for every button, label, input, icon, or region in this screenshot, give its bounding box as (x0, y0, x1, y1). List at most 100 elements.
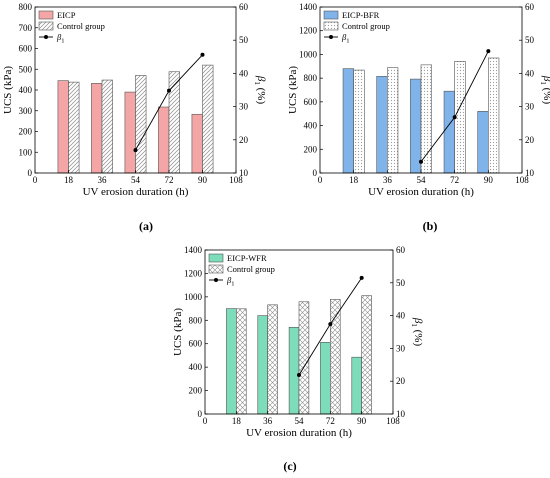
y-axis-label: UCS (kPa) (287, 66, 299, 114)
y2-axis-label: β1 (%) (539, 75, 550, 105)
bar-treatment-90h (351, 356, 362, 415)
y-tick-label: 400 (189, 362, 203, 372)
bar-control-90h (361, 295, 372, 415)
beta-point-54h (419, 159, 423, 164)
y2-tick-label: 20 (525, 135, 535, 145)
y2-tick-label: 10 (525, 168, 535, 178)
y-tick-label: 1000 (299, 49, 318, 59)
bar-treatment-72h (320, 342, 331, 415)
beta-point-72h (167, 88, 171, 93)
bar-treatment-72h (158, 106, 170, 174)
bar-control-18h (236, 308, 247, 415)
y2-tick-label: 10 (239, 168, 249, 178)
legend-beta-symbol: β (56, 32, 62, 42)
bar-treatment-36h (257, 315, 268, 415)
legend-beta-subscript: 1 (231, 281, 234, 288)
legend-label-beta: β1 (226, 275, 234, 288)
legend-label-treatment: EICP-BFR (342, 10, 380, 20)
bar-control-72h (168, 71, 180, 174)
bar-treatment-54h (124, 91, 136, 174)
beta-point-72h (452, 115, 457, 120)
x-tick-label: 18 (349, 175, 359, 185)
legend-marker-beta (44, 35, 48, 39)
beta-point-90h (486, 49, 491, 54)
bar-treatment-36h (376, 76, 388, 174)
y-tick-label: 100 (19, 147, 33, 157)
panel-label: (a) (139, 219, 153, 233)
y-tick-label: 0 (198, 409, 203, 419)
y2-axis-label-unit: (%) (412, 327, 424, 347)
bar-control-36h (267, 304, 278, 415)
y2-tick-label: 40 (239, 68, 249, 78)
bar-control-54h (420, 64, 432, 174)
y2-tick-label: 50 (396, 278, 406, 288)
y-tick-label: 700 (19, 23, 33, 33)
beta-point-54h (297, 372, 301, 377)
legend-marker-beta (214, 278, 218, 282)
bar-control-54h (298, 301, 310, 415)
x-tick-label: 54 (417, 175, 427, 185)
bar-treatment-18h (226, 308, 237, 415)
bar-treatment-90h (191, 113, 203, 174)
legend-beta-subscript: 1 (346, 38, 349, 45)
x-tick-label: 72 (326, 416, 335, 426)
y2-axis-label-symbol: β (255, 75, 267, 82)
y2-tick-label: 20 (239, 135, 249, 145)
y2-tick-label: 30 (239, 102, 249, 112)
y2-axis-label-unit: (%) (541, 85, 550, 105)
chart-panel-1: 0 18 36 54 72 90 108 0 100 200 300 400 500 600 700 800 1… (2, 2, 267, 233)
y-tick-label: 200 (189, 386, 203, 396)
x-tick-label: 18 (64, 175, 74, 185)
legend-swatch-control (323, 21, 339, 31)
y-axis-label: UCS (kPa) (172, 308, 184, 356)
bar-control-36h (101, 79, 113, 174)
x-tick-label: 54 (295, 416, 305, 426)
bar-control-90h (202, 64, 214, 174)
x-tick-label: 90 (484, 175, 494, 185)
y2-axis-label: β1 (%) (253, 75, 267, 105)
x-tick-label: 36 (98, 175, 108, 185)
beta-point-90h (359, 275, 364, 280)
y2-tick-label: 60 (239, 2, 249, 12)
legend-label-treatment: EICP-WFR (227, 253, 267, 263)
legend-beta-symbol: β (341, 32, 347, 42)
x-tick-label: 90 (198, 175, 208, 185)
legend-swatch-control (208, 264, 224, 274)
y-tick-label: 0 (313, 168, 318, 178)
y2-axis-label-subscript: 1 (253, 81, 261, 85)
x-tick-label: 0 (33, 175, 38, 185)
y-tick-label: 400 (19, 85, 33, 95)
y-tick-label: 800 (189, 315, 203, 325)
bar-control-54h (135, 75, 147, 174)
y2-tick-label: 10 (396, 409, 406, 419)
legend-beta-symbol: β (226, 275, 232, 285)
y-tick-label: 600 (19, 44, 33, 54)
legend-label-treatment: EICP (57, 10, 76, 20)
x-axis-label: UV erosion duration (h) (83, 186, 189, 198)
y-tick-label: 600 (189, 339, 203, 349)
y2-tick-label: 60 (396, 245, 406, 255)
x-tick-label: 72 (450, 175, 459, 185)
y-tick-label: 400 (304, 121, 318, 131)
x-tick-label: 108 (229, 175, 243, 185)
x-axis-label: UV erosion duration (h) (246, 427, 352, 439)
x-tick-label: 0 (203, 416, 208, 426)
legend-beta-subscript: 1 (61, 38, 64, 45)
legend-label-beta: β1 (341, 32, 349, 45)
x-tick-label: 18 (232, 416, 242, 426)
y-tick-label: 800 (304, 73, 318, 83)
y2-tick-label: 40 (525, 68, 535, 78)
x-tick-label: 54 (131, 175, 141, 185)
bar-treatment-90h (477, 111, 489, 174)
y-tick-label: 200 (304, 144, 318, 154)
x-tick-label: 36 (263, 416, 273, 426)
y2-axis-label-unit: (%) (255, 85, 267, 105)
legend-marker-beta (329, 35, 333, 39)
y2-tick-label: 50 (525, 35, 535, 45)
y-tick-label: 600 (304, 97, 318, 107)
y-tick-label: 800 (19, 2, 33, 12)
legend-swatch-control (38, 21, 54, 31)
x-tick-label: 108 (386, 416, 400, 426)
bar-treatment-72h (443, 90, 455, 174)
